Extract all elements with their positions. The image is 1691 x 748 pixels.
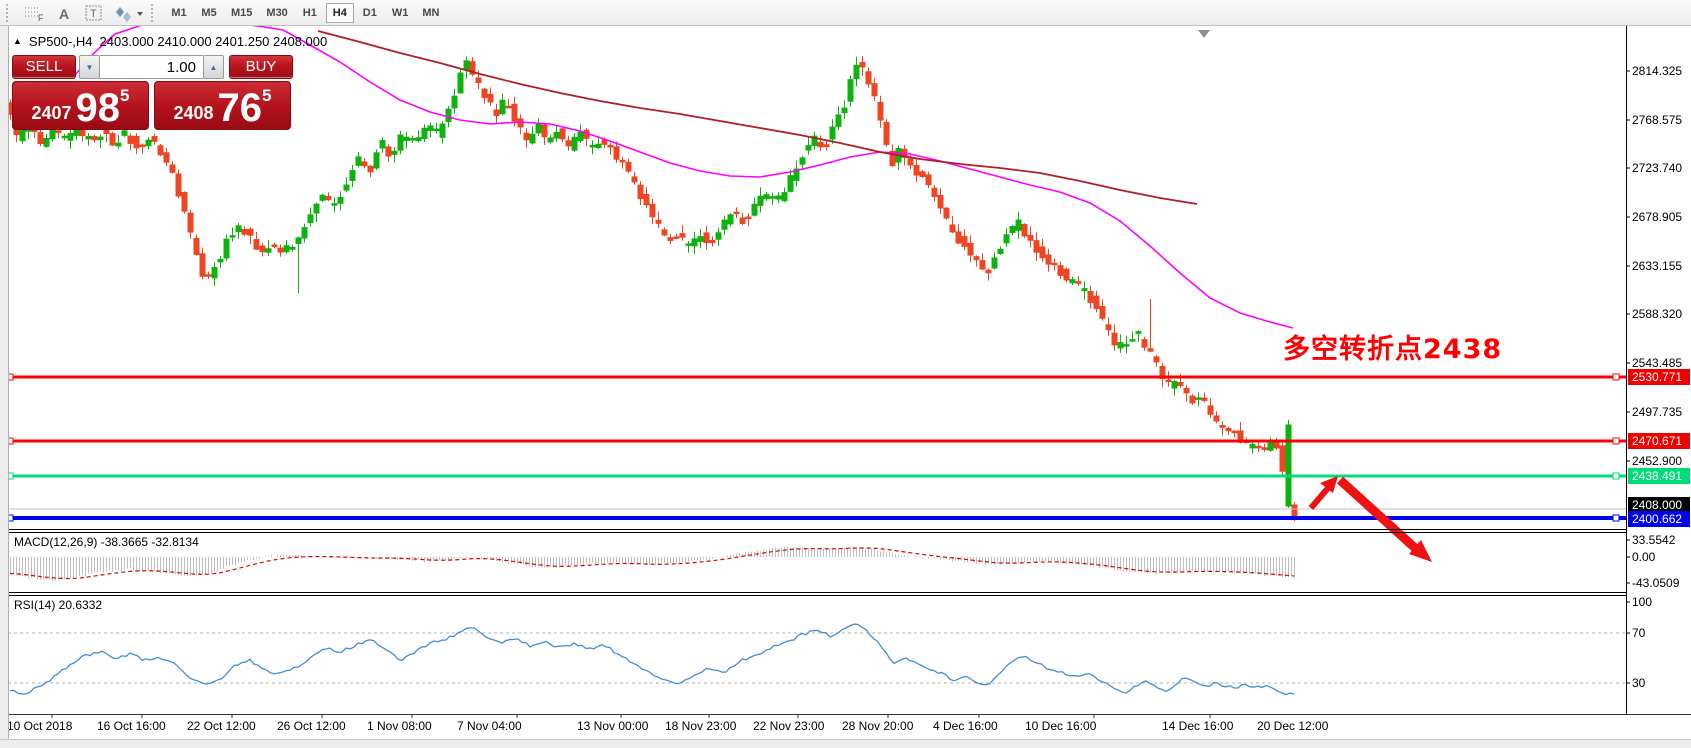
svg-text:A: A bbox=[59, 6, 69, 22]
svg-text:2543.485: 2543.485 bbox=[1632, 356, 1682, 370]
candles bbox=[7, 56, 1298, 521]
tab-timeframe-h1[interactable]: H1 bbox=[296, 3, 324, 23]
chart-text-annotation[interactable]: 多空转折点2438 bbox=[1283, 334, 1503, 365]
svg-text:1 Nov 08:00: 1 Nov 08:00 bbox=[367, 719, 432, 733]
last-bar-marker-icon bbox=[1198, 30, 1210, 38]
svg-text:T: T bbox=[90, 8, 97, 20]
svg-text:16 Oct 16:00: 16 Oct 16:00 bbox=[97, 719, 166, 733]
buy-price-sup: 5 bbox=[262, 86, 272, 105]
svg-text:0.00: 0.00 bbox=[1632, 550, 1656, 564]
macd-indicator-label: MACD(12,26,9) -38.3665 -32.8134 bbox=[14, 535, 199, 549]
symbol-period: SP500-,H4 bbox=[28, 34, 93, 49]
buy-price-main: 2408 bbox=[173, 103, 214, 123]
text-tool-icon: T bbox=[85, 5, 102, 20]
tab-timeframe-h4[interactable]: H4 bbox=[325, 2, 354, 23]
tab-timeframe-m5[interactable]: M5 bbox=[195, 3, 223, 23]
svg-text:33.5542: 33.5542 bbox=[1632, 533, 1676, 547]
svg-text:2814.325: 2814.325 bbox=[1632, 64, 1682, 78]
volume-increase-button[interactable]: ▲ bbox=[203, 55, 224, 79]
sell-price-display[interactable]: 2407 98 5 bbox=[12, 81, 149, 130]
ohlc-values: 2403.000 2410.000 2401.250 2408.000 bbox=[99, 34, 328, 49]
rsi-line bbox=[9, 623, 1295, 696]
toolbar: F A T M1 M5 M15 M30 H1 H4 D1 W1 MN bbox=[0, 0, 1691, 26]
buy-button[interactable]: BUY bbox=[229, 55, 293, 79]
buy-price-display[interactable]: 2408 76 5 bbox=[154, 81, 291, 130]
svg-text:22 Oct 12:00: 22 Oct 12:00 bbox=[187, 719, 256, 733]
svg-text:2768.575: 2768.575 bbox=[1632, 113, 1682, 127]
svg-text:30: 30 bbox=[1632, 676, 1646, 690]
svg-text:10 Dec 16:00: 10 Dec 16:00 bbox=[1025, 719, 1097, 733]
sell-price-main: 2407 bbox=[31, 103, 72, 123]
cursor-tool-button[interactable]: A bbox=[50, 2, 78, 24]
volume-input[interactable] bbox=[100, 55, 203, 79]
tab-timeframe-d1[interactable]: D1 bbox=[356, 3, 384, 23]
svg-text:7 Nov 04:00: 7 Nov 04:00 bbox=[457, 719, 522, 733]
tab-timeframe-m30[interactable]: M30 bbox=[260, 3, 293, 23]
svg-text:26 Oct 12:00: 26 Oct 12:00 bbox=[277, 719, 346, 733]
svg-text:10 Oct 2018: 10 Oct 2018 bbox=[7, 719, 73, 733]
chart-title: ▲ SP500-,H4 2403.000 2410.000 2401.250 2… bbox=[13, 34, 327, 49]
svg-text:14 Dec 16:00: 14 Dec 16:00 bbox=[1162, 719, 1234, 733]
svg-text:13 Nov 00:00: 13 Nov 00:00 bbox=[577, 719, 649, 733]
svg-text:2497.735: 2497.735 bbox=[1632, 405, 1682, 419]
ma-slow-line bbox=[317, 30, 1198, 205]
indicators-grid-icon[interactable]: F bbox=[20, 2, 48, 24]
svg-text:20 Dec 12:00: 20 Dec 12:00 bbox=[1257, 719, 1329, 733]
svg-text:4 Dec 16:00: 4 Dec 16:00 bbox=[933, 719, 998, 733]
grid-f-icon: F bbox=[25, 7, 44, 22]
one-click-trading-panel: SELL ▼ ▲ BUY 2407 98 5 2408 76 5 bbox=[12, 55, 293, 130]
svg-text:28 Nov 20:00: 28 Nov 20:00 bbox=[842, 719, 914, 733]
time-axis[interactable]: 10 Oct 2018 16 Oct 16:00 22 Oct 12:00 26 Oc… bbox=[0, 714, 1691, 733]
svg-text:2452.900: 2452.900 bbox=[1632, 454, 1682, 468]
window-left-edge bbox=[0, 26, 9, 748]
buy-price-big: 76 bbox=[217, 86, 263, 130]
toolbar-grip[interactable] bbox=[6, 3, 14, 22]
volume-stepper: ▼ ▲ bbox=[79, 55, 226, 79]
toolbar-grip[interactable] bbox=[151, 3, 159, 22]
sell-price-big: 98 bbox=[75, 86, 121, 130]
sell-price-sup: 5 bbox=[120, 86, 130, 105]
svg-text:2408.000: 2408.000 bbox=[1632, 498, 1682, 512]
rsi-indicator-label: RSI(14) 20.6332 bbox=[14, 598, 103, 612]
ma-fast-line bbox=[74, 19, 1294, 329]
hline-2400.662[interactable] bbox=[6, 514, 1626, 522]
svg-text:2400.662: 2400.662 bbox=[1632, 512, 1682, 526]
macd-panel bbox=[9, 546, 1295, 582]
rsi-panel bbox=[8, 623, 1626, 696]
timeframe-toolbar: M1 M5 M15 M30 H1 H4 D1 W1 MN bbox=[164, 2, 446, 23]
svg-text:18 Nov 23:00: 18 Nov 23:00 bbox=[665, 719, 737, 733]
tab-timeframe-mn[interactable]: MN bbox=[416, 3, 445, 23]
volume-decrease-button[interactable]: ▼ bbox=[79, 55, 100, 79]
svg-text:2723.740: 2723.740 bbox=[1632, 161, 1682, 175]
sell-button[interactable]: SELL bbox=[12, 55, 76, 79]
macd-signal-line bbox=[9, 547, 1295, 580]
collapse-arrow-icon[interactable]: ▲ bbox=[13, 36, 22, 46]
tab-timeframe-m15[interactable]: M15 bbox=[225, 3, 258, 23]
hline-2530.771[interactable] bbox=[6, 373, 1626, 381]
chart-background bbox=[0, 26, 1691, 748]
svg-text:2438.491: 2438.491 bbox=[1632, 469, 1682, 483]
svg-text:100: 100 bbox=[1632, 595, 1652, 609]
svg-text:F: F bbox=[38, 13, 44, 22]
shapes-icon bbox=[116, 6, 143, 22]
svg-text:2530.771: 2530.771 bbox=[1632, 370, 1682, 384]
letter-a-icon: A bbox=[59, 6, 69, 22]
trend-arrows[interactable] bbox=[1308, 476, 1432, 562]
svg-text:2588.320: 2588.320 bbox=[1632, 307, 1682, 321]
tab-timeframe-m1[interactable]: M1 bbox=[165, 3, 193, 23]
svg-text:22 Nov 23:00: 22 Nov 23:00 bbox=[753, 719, 825, 733]
window-bottom-edge bbox=[0, 739, 1691, 748]
svg-text:2633.155: 2633.155 bbox=[1632, 259, 1682, 273]
svg-text:2470.671: 2470.671 bbox=[1632, 434, 1682, 448]
svg-text:70: 70 bbox=[1632, 626, 1646, 640]
price-axis[interactable]: 2814.325 2768.575 2723.740 2678.905 2633.155… bbox=[1626, 26, 1690, 714]
text-label-tool-button[interactable]: T bbox=[80, 2, 108, 24]
svg-text:-43.0509: -43.0509 bbox=[1632, 576, 1680, 590]
tab-timeframe-w1[interactable]: W1 bbox=[386, 3, 415, 23]
objects-tool-button[interactable] bbox=[110, 2, 148, 24]
svg-text:2678.905: 2678.905 bbox=[1632, 210, 1682, 224]
